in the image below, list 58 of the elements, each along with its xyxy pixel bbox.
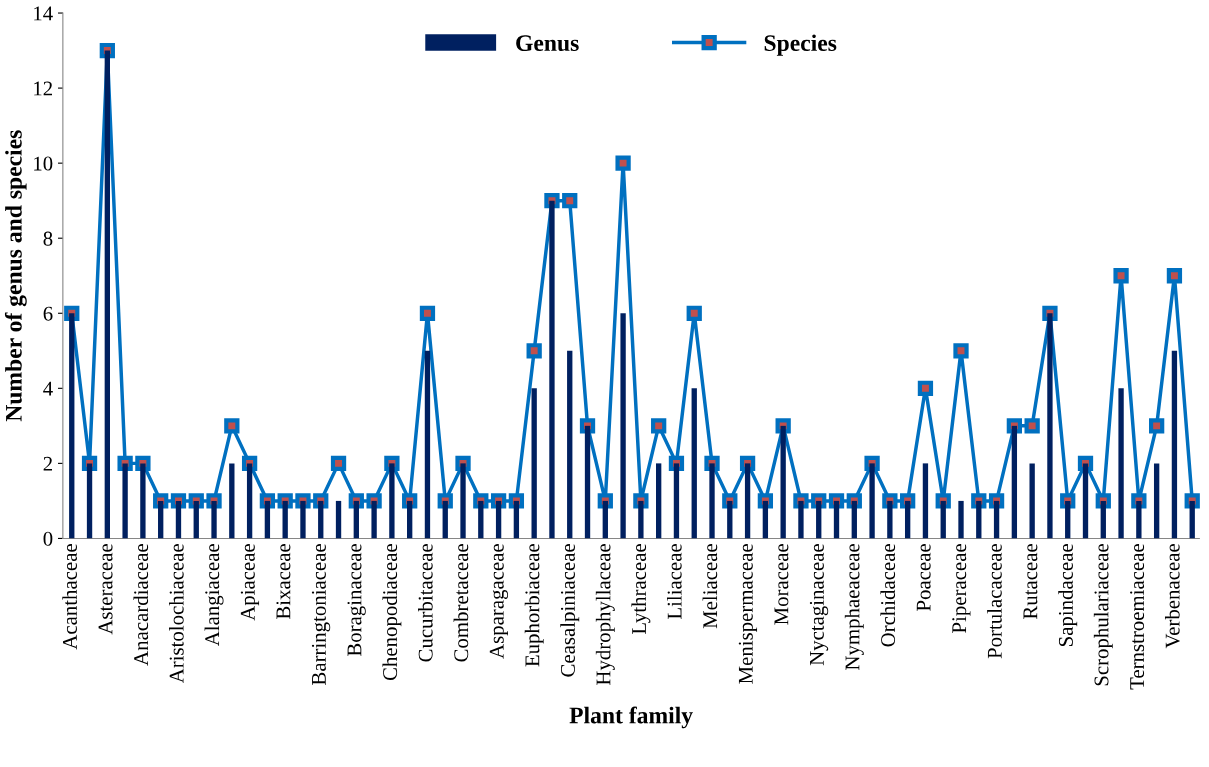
x-tick-label: Meliaceae (702, 544, 718, 629)
x-tick-label: Lythraceae (631, 544, 651, 635)
x-tick-label: Nyctaginaceae (809, 544, 829, 666)
bar (335, 500, 342, 539)
x-tick-label: Hydrophyllaceae (595, 544, 615, 685)
x-tick-label: Poaceae (916, 544, 931, 611)
x-tick-label: Menispermaceae (738, 544, 758, 684)
x-tick-label: Alangiaceae (204, 544, 224, 647)
legend-label: Genus (516, 35, 579, 52)
y-tick-label: 6 (43, 306, 53, 321)
y-tick-label: 2 (43, 456, 52, 471)
x-tick-label: Moraceae (774, 544, 789, 625)
y-axis-title: Number of genus and species (4, 130, 27, 422)
x-tick-label: Nymphaeaceae (844, 544, 864, 670)
x-tick-label: Apiaceae (240, 544, 260, 621)
x-tick-label: Chenopodiaceae (382, 544, 402, 681)
y-tick-label: 10 (34, 156, 53, 171)
bar (229, 463, 235, 539)
x-tick-label: Asteraceae (98, 544, 113, 635)
x-tick-label: Piperaceae (952, 544, 971, 633)
x-tick-label: Boraginaceae (347, 544, 366, 657)
y-tick-label: 4 (43, 381, 53, 396)
y-tick-label: 8 (43, 231, 53, 246)
x-tick-label: Bixaceae (276, 544, 291, 620)
bar (691, 388, 697, 539)
x-tick-label: Acanthaceae (62, 544, 77, 650)
bar (1171, 350, 1178, 539)
bar (922, 463, 929, 539)
x-tick-label: Cucurbitaceae (418, 544, 433, 662)
x-tick-label: Euphorbiaceae (524, 544, 544, 667)
y-tick-label: 14 (34, 6, 53, 21)
x-tick-label: Aristolochiaceae (169, 544, 184, 684)
x-tick-label: Sapindaceae (1058, 544, 1078, 647)
x-tick-label: Ternstroemiaceae (1130, 544, 1145, 690)
bar (656, 463, 662, 539)
x-tick-label: Barringtoniaceae (311, 544, 331, 685)
x-tick-label: Scrophulariaceae (1093, 544, 1113, 686)
x-tick-label: Ceasalpiniaceae (560, 544, 580, 677)
x-tick-label: Portulacaceae (987, 544, 1002, 659)
x-axis-title: Plant family (569, 706, 693, 729)
x-tick-label: Rutaceae (1023, 544, 1038, 620)
bar (567, 350, 573, 539)
bar (958, 500, 964, 539)
y-tick-label: 12 (34, 81, 52, 96)
x-tick-label: Orchidaceae (880, 544, 896, 647)
x-tick-label: Verbenaceae (1164, 544, 1180, 649)
y-tick-label: 0 (43, 531, 53, 546)
bar (1153, 463, 1160, 539)
bar (1029, 463, 1035, 539)
bar (531, 388, 537, 539)
x-tick-label: Liliaceae (667, 544, 682, 620)
legend-label: Species (764, 34, 837, 56)
x-tick-label: Combretaceae (453, 544, 469, 662)
x-tick-label: Anacardiaceae (133, 544, 149, 666)
bar (1118, 388, 1124, 539)
bar (620, 313, 626, 539)
bar (424, 350, 431, 539)
x-tick-label: Asparagaceae (489, 544, 509, 659)
